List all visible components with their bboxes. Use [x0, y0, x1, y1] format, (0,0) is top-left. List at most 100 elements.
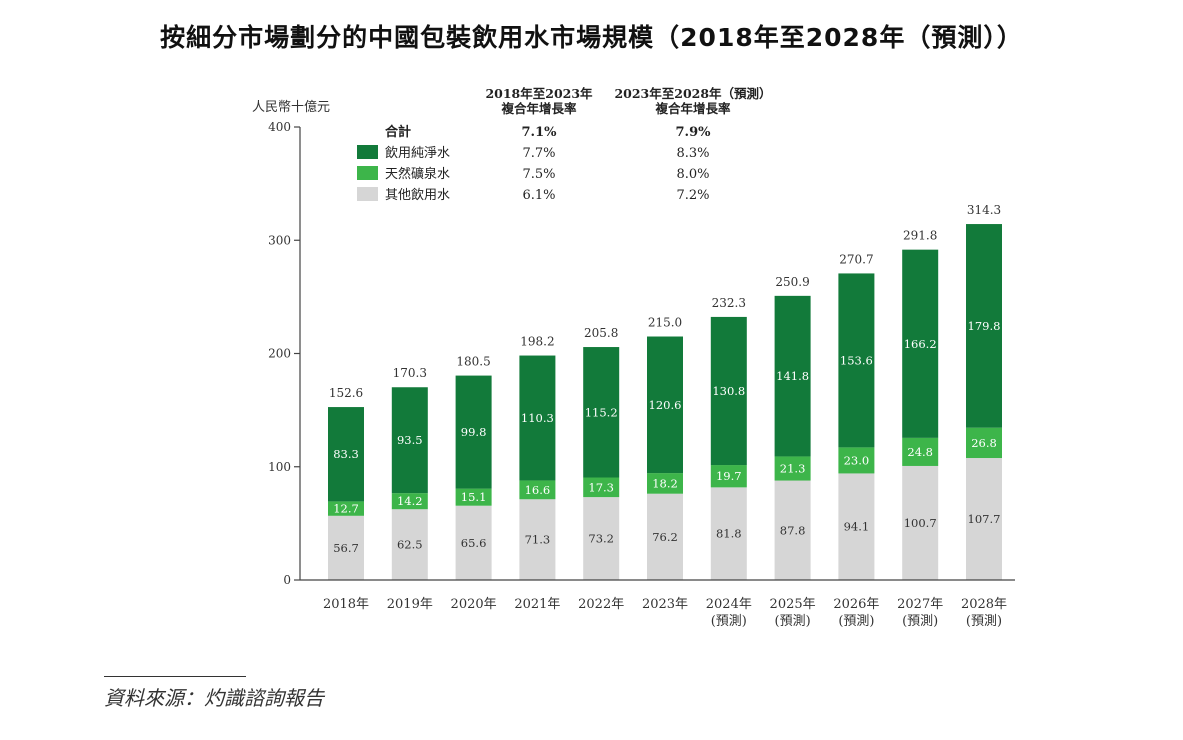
total-label: 314.3 — [967, 203, 1001, 217]
bar-other — [391, 509, 428, 580]
bar-other — [774, 480, 811, 580]
growth-header: 複合年增長率 — [654, 101, 731, 116]
bar-mineral — [710, 465, 747, 488]
legend-label-other: 其他飲用水 — [385, 187, 450, 203]
x-tick-label: (預測) — [838, 614, 874, 629]
value-label-mineral: 18.2 — [652, 476, 678, 490]
bar-other — [838, 473, 875, 580]
total-label: 205.8 — [584, 326, 618, 340]
value-label-mineral: 16.6 — [525, 483, 551, 497]
value-label-other: 100.7 — [904, 516, 937, 530]
value-label-purified: 110.3 — [521, 411, 554, 425]
bar-mineral — [838, 447, 875, 474]
bar-mineral — [902, 437, 939, 466]
bar-purified — [838, 273, 875, 448]
bar-mineral — [966, 427, 1002, 459]
value-label-mineral: 24.8 — [907, 445, 933, 459]
bar-purified — [774, 295, 811, 457]
x-tick-label: (預測) — [966, 614, 1002, 629]
stacked-bar-chart: 人民幣十億元 0 100 200 300 400 56.7 12.7 83.3 152.6 2018… — [252, 86, 1015, 629]
bar-other — [328, 515, 364, 580]
value-label-mineral: 14.2 — [397, 494, 423, 508]
value-label-purified: 130.8 — [712, 384, 745, 398]
total-label: 152.6 — [329, 386, 363, 400]
bar-mineral — [455, 488, 492, 506]
total-label: 215.0 — [648, 316, 682, 330]
bar-purified — [966, 224, 1002, 428]
x-tick-label: 2019年 — [387, 597, 433, 612]
x-tick-label: 2022年 — [578, 597, 624, 612]
value-label-other: 56.7 — [333, 541, 359, 555]
value-label-purified: 83.3 — [333, 447, 359, 461]
growth-value: 6.1% — [522, 188, 555, 203]
legend-swatch-mineral — [357, 166, 378, 180]
total-label: 232.3 — [712, 296, 746, 310]
bar-mineral — [391, 493, 428, 510]
bar-other — [583, 497, 620, 580]
value-label-mineral: 15.1 — [461, 490, 487, 504]
y-tick-label: 0 — [283, 573, 291, 587]
x-tick-label: (預測) — [775, 614, 811, 629]
value-label-purified: 99.8 — [461, 425, 487, 439]
y-tick-label: 400 — [268, 120, 291, 134]
bar-mineral — [647, 473, 683, 494]
growth-header: 複合年增長率 — [500, 101, 577, 116]
value-label-other: 107.7 — [968, 512, 1001, 526]
x-tick-label: 2021年 — [514, 597, 560, 612]
value-label-other: 73.2 — [588, 532, 614, 546]
growth-value: 8.3% — [676, 146, 709, 161]
value-label-purified: 120.6 — [649, 398, 682, 412]
value-label-mineral: 26.8 — [971, 436, 997, 450]
bar-purified — [902, 249, 939, 438]
bar-purified — [455, 375, 492, 489]
x-tick-label: 2018年 — [323, 597, 369, 612]
value-label-other: 62.5 — [397, 538, 423, 552]
bar-purified — [583, 347, 620, 478]
value-label-other: 65.6 — [461, 536, 487, 550]
bar-purified — [710, 316, 747, 466]
total-label: 270.7 — [839, 252, 873, 266]
value-label-other: 81.8 — [716, 527, 742, 541]
total-label: 180.5 — [456, 355, 490, 369]
bar-purified — [328, 407, 364, 502]
source-note: 資料來源：灼識諮詢報告 — [104, 686, 324, 710]
x-tick-label: (預測) — [711, 614, 747, 629]
y-tick-label: 100 — [268, 460, 291, 474]
x-tick-label: 2023年 — [642, 597, 688, 612]
bar-mineral — [583, 477, 620, 498]
value-label-mineral: 21.3 — [780, 462, 806, 476]
bar-other — [902, 465, 939, 580]
y-tick-label: 300 — [268, 233, 291, 247]
growth-header: 2023年至2028年（預測） — [614, 86, 771, 101]
value-label-purified: 93.5 — [397, 433, 423, 447]
value-label-other: 71.3 — [525, 533, 551, 547]
bar-purified — [647, 336, 683, 474]
x-tick-label: 2026年 — [833, 597, 879, 612]
growth-value: 8.0% — [676, 167, 709, 182]
growth-value: 7.9% — [676, 125, 712, 140]
value-label-purified: 141.8 — [776, 369, 809, 383]
value-label-mineral: 12.7 — [333, 502, 359, 516]
value-label-purified: 153.6 — [840, 353, 873, 367]
legend-label-mineral: 天然礦泉水 — [385, 166, 450, 182]
value-label-mineral: 17.3 — [588, 480, 614, 494]
total-label: 291.8 — [903, 229, 937, 243]
growth-header: 2018年至2023年 — [485, 86, 593, 101]
total-label: 198.2 — [520, 335, 554, 349]
legend-label-total: 合計 — [385, 124, 411, 140]
value-label-purified: 179.8 — [968, 319, 1001, 333]
value-label-mineral: 23.0 — [844, 453, 870, 467]
total-label: 250.9 — [775, 275, 809, 289]
bar-mineral — [519, 480, 556, 500]
chart-title: 按細分市場劃分的中國包裝飲用水市場規模（2018年至2028年（預測）） — [160, 23, 1023, 52]
growth-value: 7.1% — [522, 125, 558, 140]
bar-other — [966, 458, 1002, 580]
value-label-purified: 115.2 — [585, 405, 618, 419]
legend-swatch-other — [357, 187, 378, 201]
value-label-other: 94.1 — [844, 520, 870, 534]
bar-other — [647, 493, 683, 580]
bar-other — [519, 499, 556, 580]
x-tick-label: 2020年 — [451, 597, 497, 612]
x-tick-label: 2024年 — [706, 597, 752, 612]
bar-mineral — [328, 501, 364, 516]
